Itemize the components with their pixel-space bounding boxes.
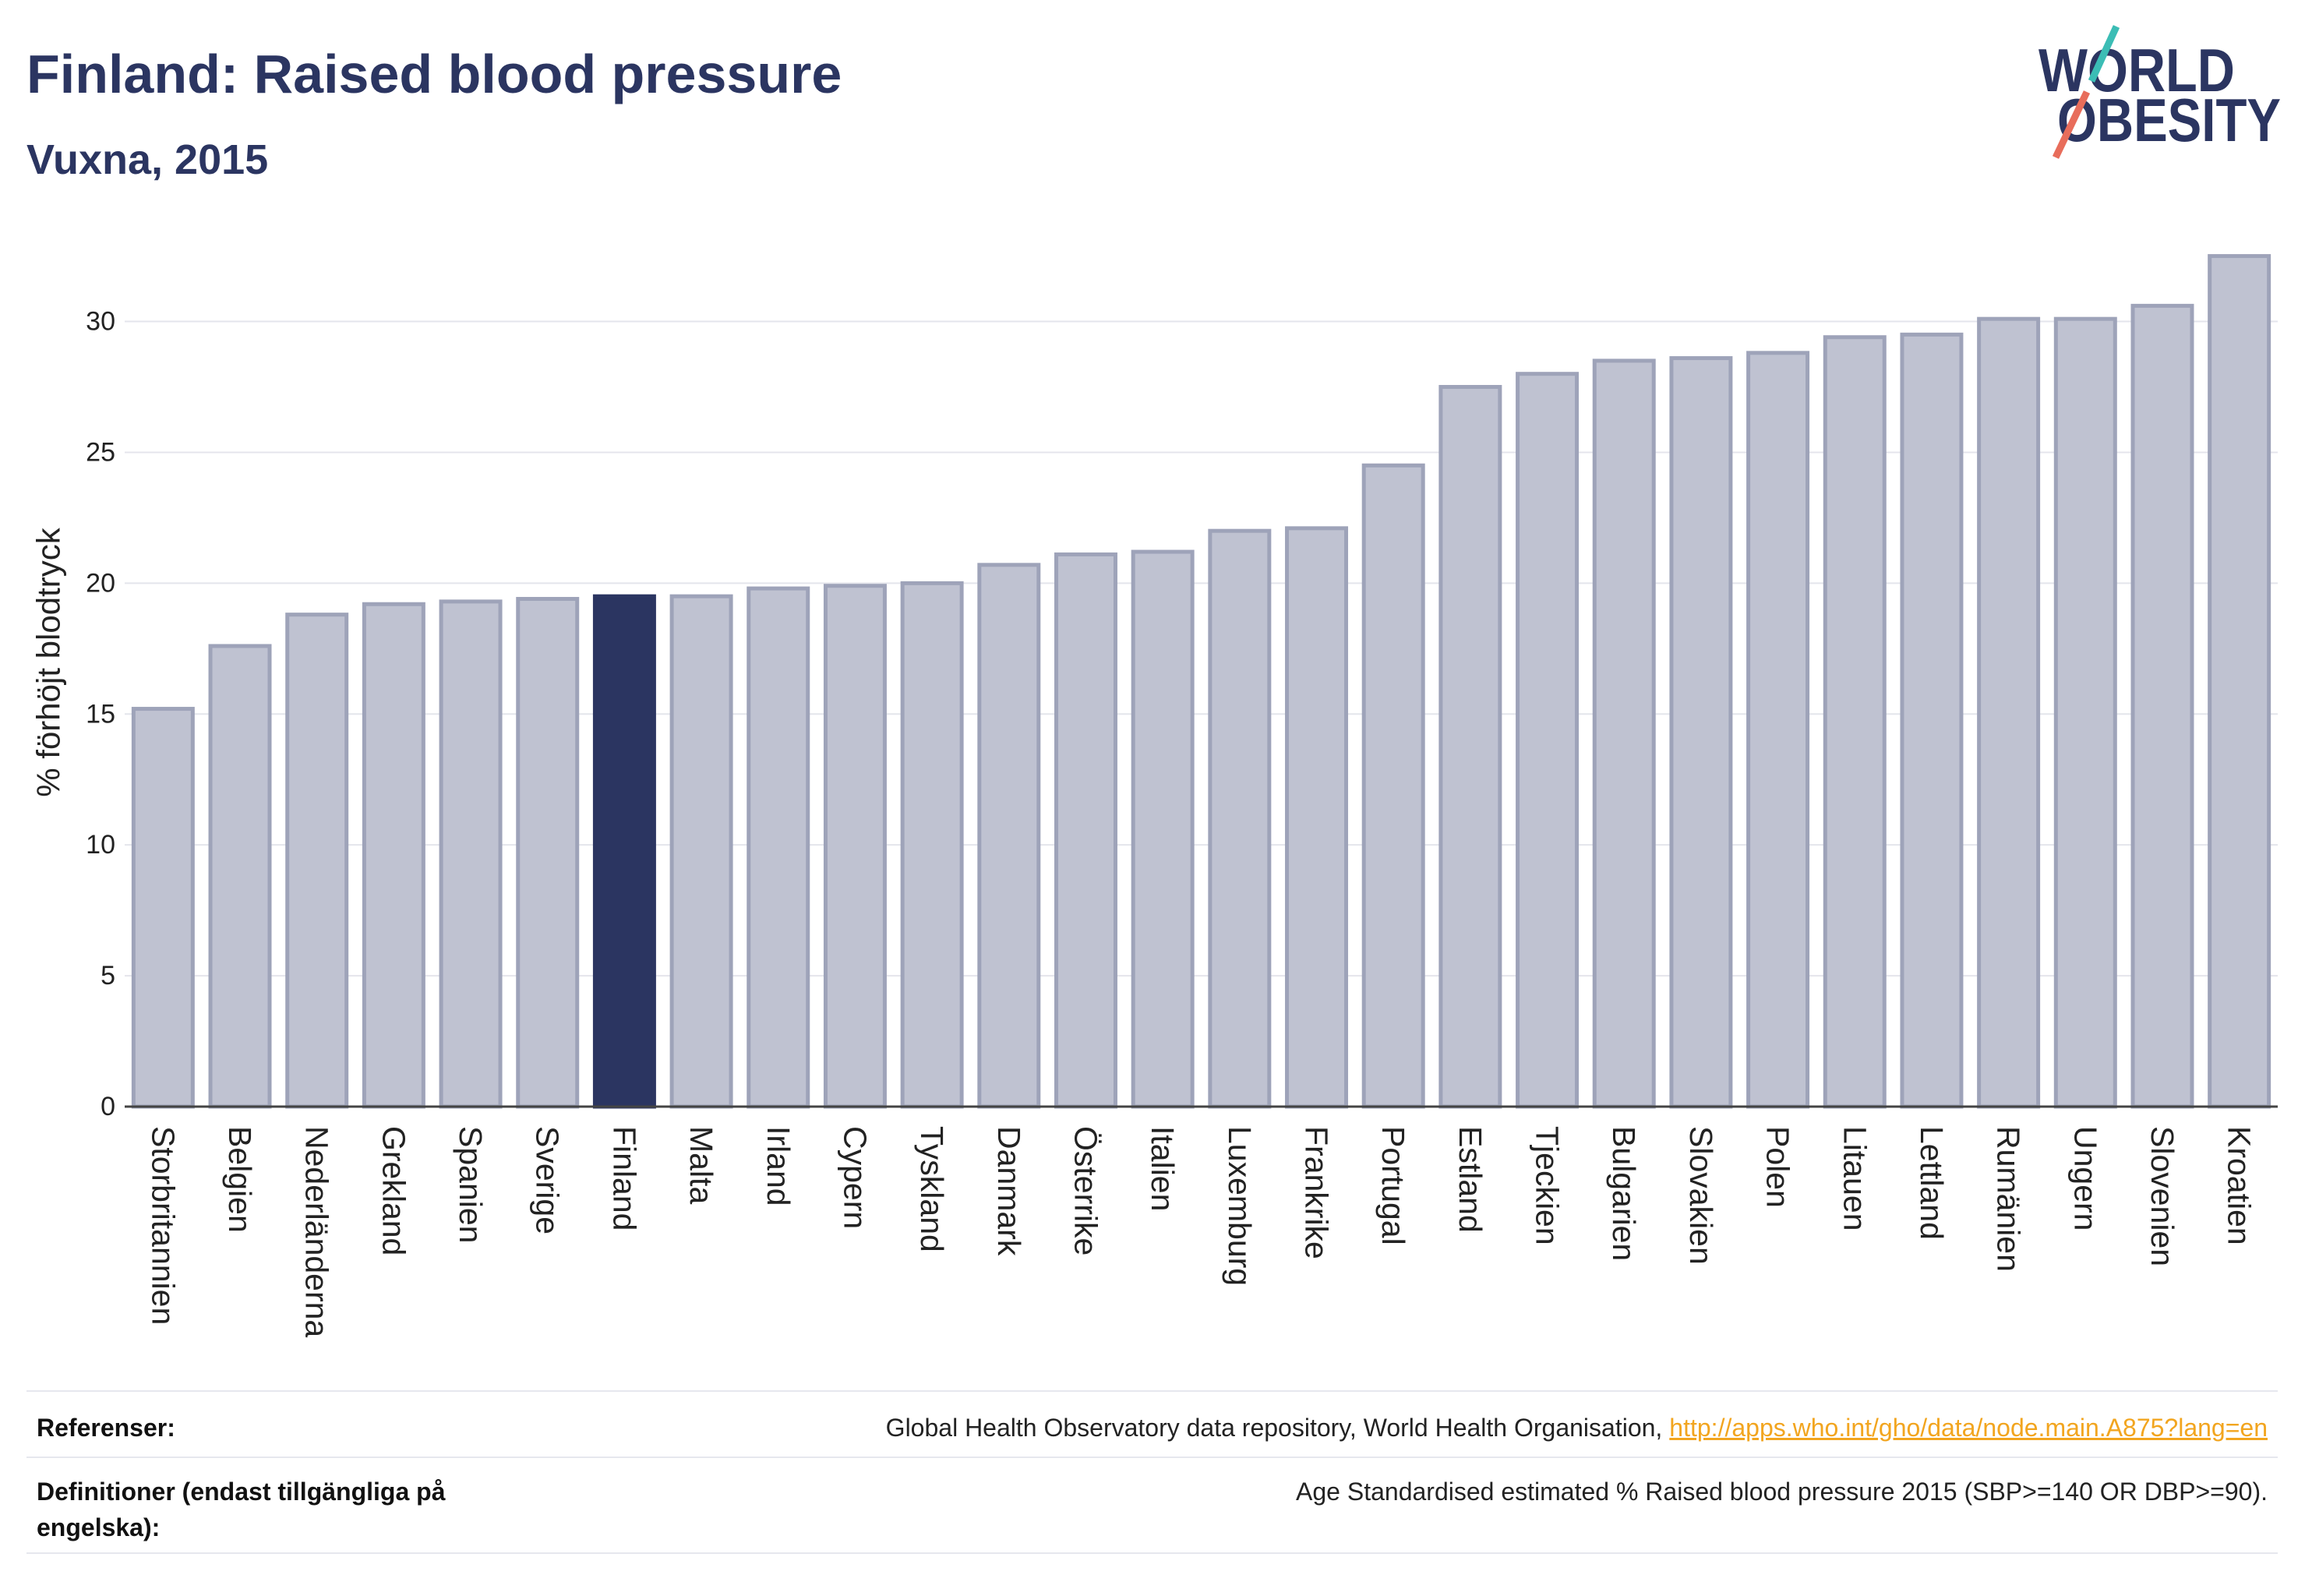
x-tick-label-finland: Finland [606,1126,642,1231]
bar-grekland [362,602,425,1109]
bar-spanien [439,599,503,1109]
bar-irland [747,586,810,1109]
bar-italien [1131,549,1195,1109]
x-tick-label-storbritannien: Storbritannien [145,1126,181,1325]
bar-storbritannien [131,707,195,1109]
x-tick-label-italien: Italien [1145,1126,1181,1211]
logo-word-world: WORLD [2038,36,2235,104]
bar-finland [592,594,656,1109]
y-tick-label-20: 20 [86,568,115,598]
x-tick-label-cypern: Cypern [837,1126,873,1229]
x-tick-label-grekland: Grekland [376,1126,411,1255]
definitions-label: Definitioner (endast tillgängliga på eng… [37,1478,446,1541]
x-tick-label-sverige: Sverige [530,1126,566,1234]
x-tick-label-kroatien: Kroatien [2222,1126,2257,1245]
references-link[interactable]: http://apps.who.int/gho/data/node.main.A… [1669,1414,2268,1442]
bar-polen [1746,351,1810,1109]
chart-title: Finland: Raised blood pressure [26,44,842,104]
footer-divider-bottom [26,1552,2278,1554]
bar-sverige [516,597,580,1109]
footer-divider-middle [26,1457,2278,1458]
bar-danmark [977,563,1041,1109]
x-tick-label-irland: Irland [761,1126,796,1206]
bar-litauen [1823,335,1887,1109]
bar-estland [1438,384,1502,1109]
x-tick-label-slovenien: Slovenien [2144,1126,2180,1266]
bar-luxemburg [1208,528,1272,1109]
bar-chart: 0 5 10 15 20 25 30 Storbritannien Belgien Nederl… [30,25,2281,1337]
bar-nederlanderna [285,613,349,1109]
x-tick-label-tjeckien: Tjeckien [1530,1126,1565,1245]
x-tick-label-ungern: Ungern [2067,1126,2103,1231]
bar-tjeckien [1516,372,1580,1109]
bar-slovakien [1669,356,1733,1109]
y-tick-label-10: 10 [86,830,115,860]
world-obesity-logo: WORLD OBESITY [2038,25,2281,159]
bar-malta [669,594,733,1109]
x-tick-label-bulgarien: Bulgarien [1606,1126,1642,1261]
definitions-text: Age Standardised estimated % Raised bloo… [1296,1478,2268,1506]
references-text: Global Health Observatory data repositor… [885,1414,1663,1442]
bar-belgien [208,644,272,1109]
chart-subtitle: Vuxna, 2015 [26,136,269,183]
x-tick-label-litauen: Litauen [1837,1126,1873,1231]
bar-cypern [823,584,887,1109]
x-tick-label-lettland: Lettland [1914,1126,1950,1240]
footer-divider-top [26,1390,2278,1392]
x-tick-label-spanien: Spanien [453,1126,489,1243]
x-tick-label-danmark: Danmark [991,1126,1027,1256]
y-tick-labels: 0 5 10 15 20 25 30 [86,307,115,1121]
bar-bulgarien [1592,358,1656,1109]
references-label: Referenser: [37,1414,175,1442]
y-tick-label-25: 25 [86,437,115,467]
references-source: Global Health Observatory data repositor… [886,1410,2268,1446]
x-tick-label-belgien: Belgien [222,1126,258,1233]
bar-osterrike [1054,552,1117,1109]
logo-slash-bottom [2052,90,2091,159]
bar-rumanien [1977,316,2041,1109]
bar-tyskland [900,581,964,1109]
x-tick-label-osterrike: Österrike [1068,1126,1103,1255]
y-axis-title: % förhöjt blodtryck [30,527,67,796]
x-tick-label-tyskland: Tyskland [914,1126,950,1252]
y-tick-label-0: 0 [101,1092,115,1121]
x-tick-label-frankrike: Frankrike [1299,1126,1335,1259]
x-tick-label-slovakien: Slovakien [1683,1126,1719,1265]
x-tick-label-malta: Malta [683,1126,719,1204]
logo-slash-top [2088,25,2120,83]
x-tick-label-estland: Estland [1453,1126,1488,1233]
y-tick-label-15: 15 [86,699,115,729]
bar-frankrike [1285,526,1349,1109]
bar-ungern [2053,316,2117,1109]
x-tick-labels: Storbritannien Belgien Nederländerna Grekla… [145,1126,2257,1337]
x-tick-label-rumanien: Rumänien [1991,1126,2027,1272]
bar-lettland [1900,332,1964,1109]
logo-word-obesity: OBESITY [2057,86,2281,154]
x-tick-label-nederlanderna: Nederländerna [299,1126,335,1337]
x-tick-label-portugal: Portugal [1375,1126,1411,1245]
bar-portugal [1361,463,1425,1109]
bar-kroatien [2208,254,2271,1109]
bars [131,254,2271,1109]
x-tick-label-polen: Polen [1760,1126,1796,1208]
y-tick-label-5: 5 [101,961,115,990]
x-tick-label-luxemburg: Luxemburg [1222,1126,1258,1286]
y-tick-label-30: 30 [86,307,115,337]
bar-slovenien [2130,303,2194,1109]
